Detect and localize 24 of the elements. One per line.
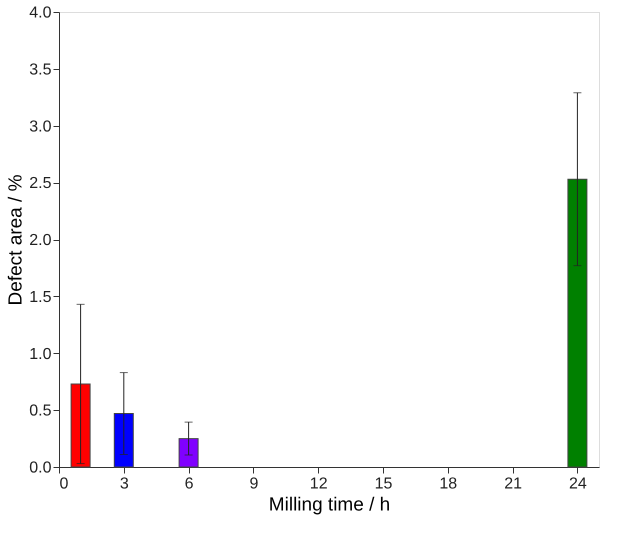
y-axis-title: Defect area / % <box>5 174 26 306</box>
x-tick-label: 15 <box>374 476 392 492</box>
bar <box>178 438 199 468</box>
y-tick-label: 2.5 <box>29 175 52 192</box>
y-tick-label: 0.0 <box>29 460 52 476</box>
y-tick-label: 3.5 <box>29 61 52 78</box>
x-tick-label: 3 <box>120 476 129 492</box>
y-tick-label: 0.5 <box>29 402 52 420</box>
x-tick-label: 6 <box>184 476 194 492</box>
y-tick-label: 1.5 <box>29 288 52 306</box>
bar <box>567 178 588 468</box>
x-tick-label: 12 <box>310 476 328 492</box>
y-tick-label: 1.0 <box>29 346 52 363</box>
x-tick-label: 0 <box>60 476 68 492</box>
x-axis-title: Milling time / h <box>268 494 390 516</box>
bar <box>114 413 134 468</box>
bar <box>70 383 91 468</box>
x-tick-label: 18 <box>439 476 458 492</box>
x-tick-label: 9 <box>249 476 258 492</box>
y-tick-label: 2.0 <box>29 232 52 249</box>
x-tick-label: 21 <box>504 476 522 492</box>
y-tick-label: 4.0 <box>29 4 52 22</box>
x-tick-label: 24 <box>569 476 587 492</box>
y-tick-label: 3.0 <box>29 118 52 136</box>
